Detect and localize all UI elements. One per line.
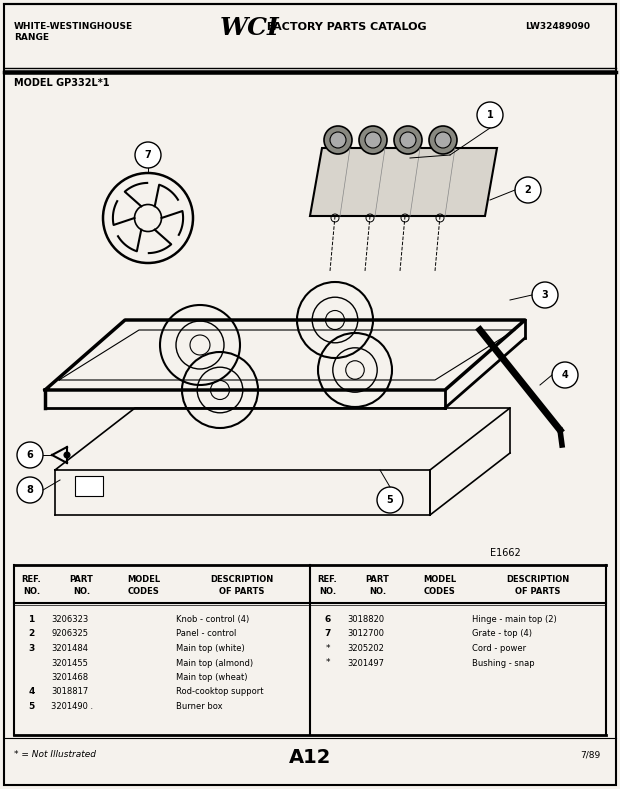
Text: MODEL GP332L*1: MODEL GP332L*1 (14, 78, 110, 88)
Circle shape (532, 282, 558, 308)
Text: Main top (white): Main top (white) (176, 644, 245, 653)
Circle shape (515, 177, 541, 203)
Text: OF PARTS: OF PARTS (515, 587, 560, 596)
Text: 4: 4 (562, 370, 569, 380)
Text: 3201490 .: 3201490 . (51, 702, 93, 711)
Text: Main top (wheat): Main top (wheat) (176, 673, 247, 682)
Text: Hinge - main top (2): Hinge - main top (2) (472, 615, 557, 624)
Circle shape (400, 132, 416, 148)
Text: 7: 7 (144, 150, 151, 160)
Text: 9206325: 9206325 (51, 630, 88, 638)
Text: CODES: CODES (424, 587, 456, 596)
Text: 2: 2 (525, 185, 531, 195)
Text: DESCRIPTION: DESCRIPTION (507, 575, 570, 584)
Text: * = Not Illustrated: * = Not Illustrated (14, 750, 96, 759)
Text: 5: 5 (29, 702, 35, 711)
Text: 2: 2 (29, 630, 35, 638)
Text: 6: 6 (27, 450, 33, 460)
Text: Rod-cooktop support: Rod-cooktop support (176, 687, 264, 697)
Text: Burner box: Burner box (176, 702, 223, 711)
Text: LW32489090: LW32489090 (525, 22, 590, 31)
Text: Cord - power: Cord - power (472, 644, 526, 653)
Text: 3018817: 3018817 (51, 687, 88, 697)
Text: 3201497: 3201497 (347, 659, 384, 667)
Text: 1: 1 (29, 615, 35, 624)
Polygon shape (310, 148, 497, 216)
Text: 4: 4 (29, 687, 35, 697)
Text: MODEL: MODEL (128, 575, 161, 584)
Text: CODES: CODES (128, 587, 160, 596)
Circle shape (377, 487, 403, 513)
Text: DESCRIPTION: DESCRIPTION (210, 575, 273, 584)
Text: Bushing - snap: Bushing - snap (472, 659, 534, 667)
Text: 6: 6 (324, 615, 330, 624)
Text: PART: PART (366, 575, 389, 584)
Text: E1662: E1662 (490, 548, 521, 558)
Text: 3205202: 3205202 (347, 644, 384, 653)
Text: REF.: REF. (317, 575, 337, 584)
Circle shape (330, 132, 346, 148)
Text: Panel - control: Panel - control (176, 630, 236, 638)
Text: REF.: REF. (22, 575, 42, 584)
Text: 8: 8 (27, 485, 33, 495)
Text: *: * (326, 659, 330, 667)
Text: 3: 3 (29, 644, 35, 653)
Circle shape (17, 442, 43, 468)
Text: RANGE: RANGE (14, 33, 49, 42)
Circle shape (135, 142, 161, 168)
Circle shape (477, 102, 503, 128)
Text: Knob - control (4): Knob - control (4) (176, 615, 249, 624)
Text: WCI: WCI (220, 16, 280, 40)
Circle shape (359, 126, 387, 154)
Text: *: * (326, 644, 330, 653)
Text: Grate - top (4): Grate - top (4) (472, 630, 532, 638)
Text: 7/89: 7/89 (580, 750, 600, 759)
Text: 1: 1 (487, 110, 494, 120)
Text: WHITE-WESTINGHOUSE: WHITE-WESTINGHOUSE (14, 22, 133, 31)
Text: PART: PART (69, 575, 94, 584)
Circle shape (324, 126, 352, 154)
Text: 7: 7 (324, 630, 330, 638)
Text: 3: 3 (542, 290, 548, 300)
Circle shape (429, 126, 457, 154)
Text: 3201455: 3201455 (51, 659, 88, 667)
Text: 3018820: 3018820 (347, 615, 384, 624)
Text: Main top (almond): Main top (almond) (176, 659, 253, 667)
Text: NO.: NO. (73, 587, 90, 596)
Bar (75, 476, 103, 496)
Text: 5: 5 (387, 495, 393, 505)
Text: 3201468: 3201468 (51, 673, 88, 682)
Circle shape (64, 452, 70, 458)
Circle shape (435, 132, 451, 148)
Circle shape (17, 477, 43, 503)
Text: 3012700: 3012700 (347, 630, 384, 638)
Circle shape (365, 132, 381, 148)
Text: A12: A12 (289, 748, 331, 767)
Text: 3206323: 3206323 (51, 615, 88, 624)
Text: 3201484: 3201484 (51, 644, 88, 653)
Circle shape (552, 362, 578, 388)
Text: NO.: NO. (319, 587, 336, 596)
Text: MODEL: MODEL (423, 575, 456, 584)
Text: OF PARTS: OF PARTS (219, 587, 265, 596)
Circle shape (394, 126, 422, 154)
Text: NO.: NO. (23, 587, 40, 596)
Text: FACTORY PARTS CATALOG: FACTORY PARTS CATALOG (263, 22, 427, 32)
Text: NO.: NO. (369, 587, 386, 596)
